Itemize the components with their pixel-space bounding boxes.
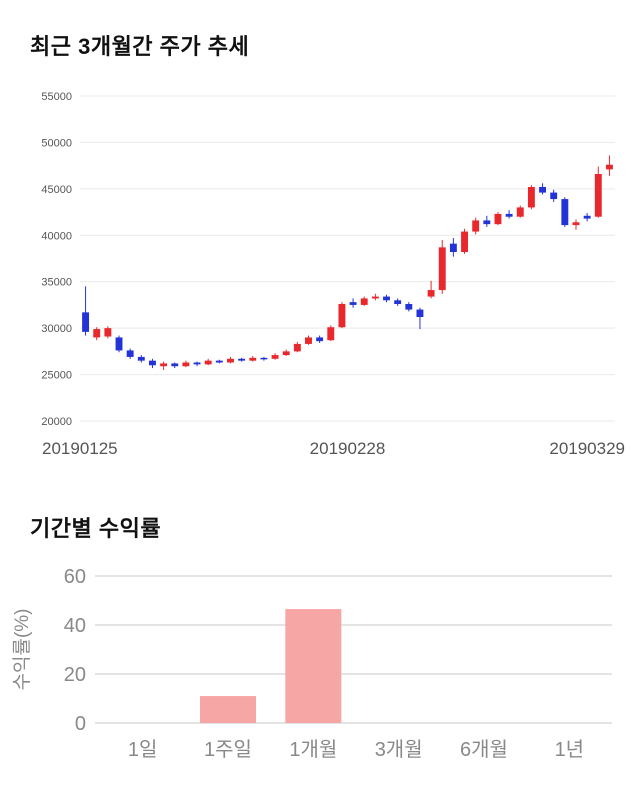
x-axis-category-label: 1일 — [128, 738, 158, 761]
x-axis-category-label: 1주일 — [204, 738, 252, 761]
y-axis-tick-label: 0 — [75, 713, 86, 735]
return-bar — [285, 609, 342, 723]
candle-body — [316, 337, 324, 342]
candle-body — [82, 312, 90, 332]
y-axis-tick-label: 20 — [64, 664, 86, 686]
returns-chart-title: 기간별 수익률 — [30, 516, 162, 541]
candle-body — [148, 360, 156, 366]
candle-body — [115, 337, 123, 351]
candle-body — [527, 187, 535, 208]
candle-body — [171, 363, 179, 367]
y-axis-tick-label: 55000 — [41, 91, 72, 103]
candle-body — [338, 304, 346, 328]
y-axis-tick-label: 35000 — [41, 277, 72, 289]
candle-body — [260, 357, 268, 360]
candle-body — [416, 309, 424, 317]
candle-body — [572, 222, 580, 226]
candle-body — [394, 300, 402, 304]
y-axis-tick-label: 40 — [64, 615, 86, 637]
x-axis-category-label: 1개월 — [289, 738, 337, 761]
returns-bar-chart: 0 20 40 60 1일 1주일 1개월 3개월 6개월 1년 수익률(%) — [11, 566, 612, 761]
price-candlestick-chart: 20000 25000 30000 35000 40000 45000 50000 55000… — [41, 91, 625, 458]
candle-body — [327, 327, 335, 341]
candle-body — [182, 362, 190, 367]
candle-body — [104, 328, 112, 337]
candle-body — [483, 220, 491, 225]
y-axis-tick-label: 30000 — [41, 323, 72, 335]
candle-body — [371, 296, 379, 299]
x-axis-date-label: 20190125 — [42, 439, 118, 458]
candle-body — [561, 199, 569, 226]
candle-body — [494, 213, 502, 225]
candle-body — [550, 192, 558, 200]
x-axis-category-label: 6개월 — [460, 738, 508, 761]
candle-body — [360, 298, 368, 305]
candle-body — [472, 220, 480, 232]
y-axis-title: 수익률(%) — [11, 609, 33, 691]
candle-body — [583, 215, 591, 219]
candle-body — [204, 360, 212, 365]
candle-body — [427, 290, 435, 297]
candle-body — [505, 213, 513, 217]
candle-body — [160, 363, 168, 367]
candle-body — [238, 358, 246, 361]
candle-body — [227, 358, 234, 363]
y-axis-tick-label: 50000 — [41, 137, 72, 149]
x-axis-category-label: 1년 — [555, 738, 585, 761]
candle-body — [349, 302, 357, 305]
y-axis-tick-label: 60 — [64, 566, 86, 588]
candle-body — [215, 360, 223, 363]
candle-body — [93, 329, 101, 338]
candle-body — [405, 304, 413, 310]
candle-body — [383, 296, 390, 301]
x-axis-date-label: 20190228 — [310, 439, 386, 458]
candle-body — [249, 357, 257, 361]
candle-body — [605, 164, 613, 170]
candle-body — [539, 187, 547, 193]
y-axis-tick-label: 20000 — [41, 416, 72, 428]
candle-body — [449, 243, 457, 252]
candle-body — [137, 356, 145, 361]
x-axis-category-label: 3개월 — [375, 738, 423, 761]
candle-body — [193, 362, 201, 365]
candle-body — [293, 343, 301, 352]
candle-body — [271, 355, 279, 359]
candle-body — [516, 207, 524, 217]
candle-body — [282, 351, 290, 356]
candle-body — [461, 231, 468, 252]
candle-body — [126, 350, 134, 357]
y-axis-tick-label: 40000 — [41, 230, 72, 242]
candle-body — [438, 247, 446, 291]
candle-body — [594, 174, 602, 217]
y-axis-tick-label: 25000 — [41, 370, 72, 382]
return-bar — [200, 696, 256, 723]
candle-body — [305, 337, 312, 344]
price-chart-title: 최근 3개월간 주가 추세 — [30, 34, 250, 59]
y-axis-tick-label: 45000 — [41, 184, 72, 196]
x-axis-date-label: 20190329 — [549, 439, 625, 458]
